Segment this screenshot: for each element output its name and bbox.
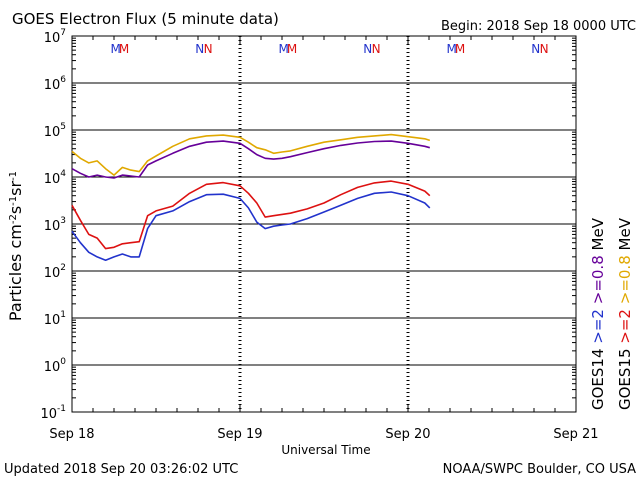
y-tick-label: 100 — [44, 357, 67, 375]
marker-n: N — [363, 42, 372, 56]
marker-m: M — [455, 42, 465, 56]
marker-n: N — [372, 42, 381, 56]
y-axis-label: Particles cm-2s-1sr-1 — [6, 171, 25, 321]
source-credit: NOAA/SWPC Boulder, CO USA — [443, 462, 636, 477]
series-line-0 — [71, 133, 431, 176]
marker-n: N — [195, 42, 204, 56]
legend-column-1: GOES15 >=2 >=0.8 MeV — [616, 217, 634, 410]
series-line-2 — [71, 140, 431, 179]
legend-column-0: GOES14 >=2 >=0.8 MeV — [589, 217, 607, 410]
legend-entry: >=2 — [589, 309, 607, 348]
updated-timestamp: Updated 2018 Sep 20 03:26:02 UTC — [4, 462, 238, 477]
x-tick-labels: Sep 18 Sep 19 Sep 20 Sep 21 — [49, 427, 598, 442]
y-tick-label: 104 — [44, 169, 67, 187]
marker-n: N — [531, 42, 540, 56]
y-tick-label: 107 — [44, 28, 66, 46]
marker-m: M — [279, 42, 289, 56]
x-tick-label: Sep 19 — [217, 427, 262, 442]
y-tick-label: 103 — [44, 216, 66, 234]
series-line-3 — [71, 191, 431, 261]
y-tick-label: 10-1 — [40, 404, 66, 422]
legend-entry: GOES15 — [616, 348, 634, 410]
x-tick-label: Sep 20 — [385, 427, 430, 442]
y-tick-label: 102 — [44, 263, 66, 281]
legend-entry: MeV — [616, 217, 634, 255]
series-lines — [71, 133, 431, 261]
series-line-1 — [71, 180, 431, 250]
legend-entry: >=2 — [616, 309, 634, 348]
marker-n: N — [540, 42, 549, 56]
y-tick-label: 101 — [44, 310, 66, 328]
legend-entry: MeV — [589, 217, 607, 255]
y-tick-label: 106 — [44, 75, 67, 93]
x-axis-label: Universal Time — [281, 443, 370, 457]
legend-entry: GOES14 — [589, 348, 607, 410]
legend-entry: >=0.8 — [589, 255, 607, 309]
legend-entry: >=0.8 — [616, 255, 634, 309]
y-tick-labels: 107 106 105 104 103 102 101 100 10-1 — [40, 28, 66, 422]
marker-m: M — [447, 42, 457, 56]
x-tick-label: Sep 21 — [553, 427, 598, 442]
marker-m: M — [119, 42, 129, 56]
marker-m: M — [287, 42, 297, 56]
marker-n: N — [204, 42, 213, 56]
begin-time-label: Begin: 2018 Sep 18 0000 UTC — [441, 19, 636, 34]
y-tick-label: 105 — [44, 122, 66, 140]
x-tick-label: Sep 18 — [49, 427, 94, 442]
marker-m: M — [111, 42, 121, 56]
day-boundary-markers — [71, 36, 577, 412]
mn-markers: MM N N MM N N MM N N — [111, 42, 549, 56]
chart-title: GOES Electron Flux (5 minute data) — [12, 10, 279, 28]
